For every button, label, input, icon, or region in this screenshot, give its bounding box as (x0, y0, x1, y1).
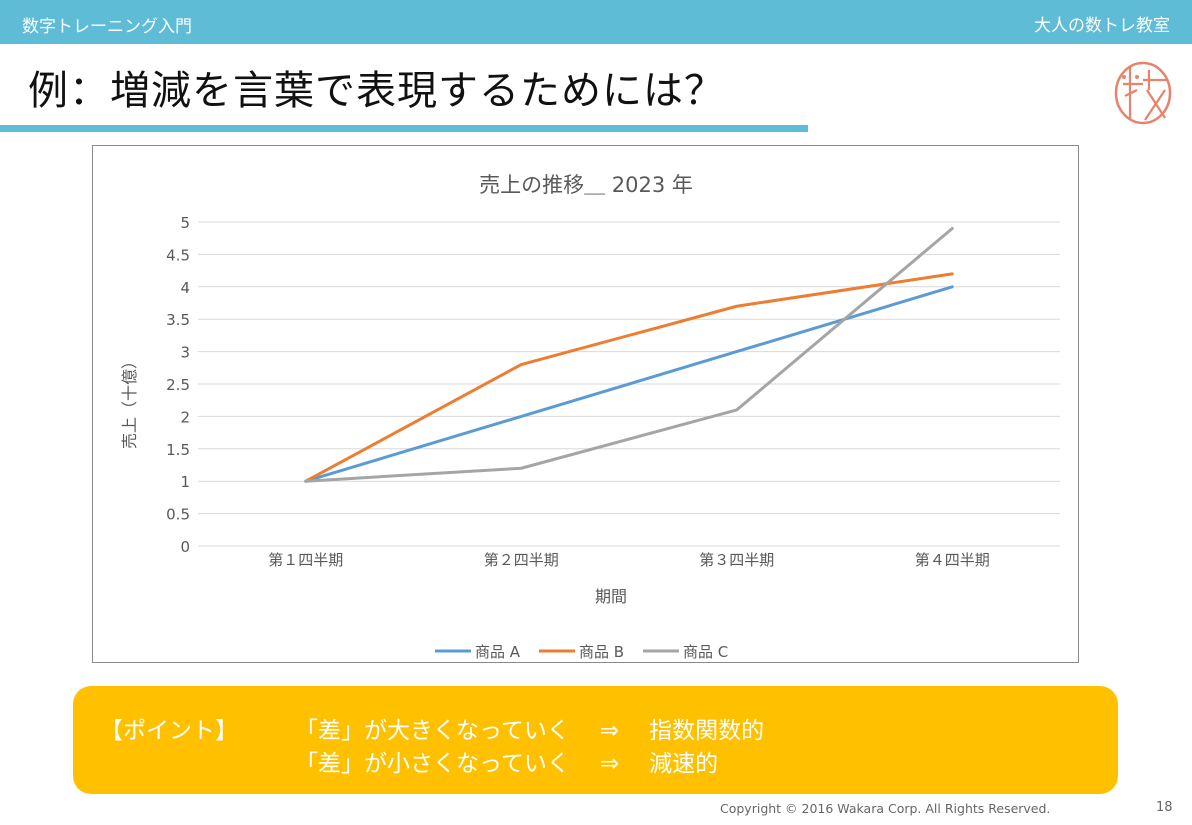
page-number: 18 (1156, 800, 1173, 815)
y-tick-label: 1 (180, 473, 190, 491)
chart-legend: 商品 A 商品 B 商品 C (435, 643, 728, 661)
school-logo-icon (1114, 61, 1172, 125)
y-tick-label: 2 (180, 408, 190, 426)
y-tick-label: 0.5 (166, 506, 190, 524)
x-axis-ticks: 第１四半期 第２四半期 第３四半期 第４四半期 (268, 551, 990, 569)
point-result-1: 指数関数的 (649, 718, 765, 744)
y-tick-label: 3.5 (166, 311, 190, 329)
x-tick-label: 第１四半期 (268, 551, 343, 569)
y-tick-label: 0 (180, 538, 190, 556)
title-underline (0, 125, 808, 132)
y-tick-label: 3 (180, 344, 190, 362)
y-tick-label: 5 (180, 214, 190, 232)
slide-title: 例：増減を言葉で表現するためには？ (28, 68, 725, 114)
legend-item: 商品 C (683, 643, 728, 661)
y-tick-label: 2.5 (166, 376, 190, 394)
sales-chart: 売上の推移＿ 2023 年 0 0.5 1 1.5 2 2.5 3 3.5 4 4.5 5 第１四半… (92, 145, 1079, 663)
series-line-2 (304, 272, 954, 483)
x-tick-label: 第３四半期 (699, 551, 774, 569)
point-result-2: 減速的 (649, 751, 719, 777)
point-label: 【ポイント】 (100, 718, 238, 744)
arrow-icon: ⇒ (599, 751, 620, 777)
y-axis-label: 売上（十億） (120, 353, 139, 449)
point-line-1: 「差」が大きくなっていく ⇒ 指数関数的 (295, 711, 764, 745)
arrow-icon: ⇒ (599, 718, 620, 744)
y-axis-ticks: 0 0.5 1 1.5 2 2.5 3 3.5 4 4.5 5 (166, 214, 190, 556)
header-bar: 数字トレーニング入門 大人の数トレ教室 (0, 0, 1192, 44)
x-axis-label: 期間 (595, 587, 627, 606)
y-tick-label: 4 (180, 279, 190, 297)
point-line-2: 「差」が小さくなっていく ⇒ 減速的 (295, 744, 718, 778)
point-cause-1: 「差」が大きくなっていく (295, 718, 570, 744)
course-title: 数字トレーニング入門 (22, 17, 192, 37)
school-name: 大人の数トレ教室 (1034, 16, 1170, 36)
point-box: 【ポイント】 「差」が大きくなっていく ⇒ 指数関数的 「差」が小さくなっていく ⇒ 減… (73, 686, 1118, 794)
y-tick-label: 1.5 (166, 441, 190, 459)
legend-item: 商品 A (475, 643, 521, 661)
copyright: Copyright © 2016 Wakara Corp. All Rights… (720, 801, 1051, 816)
point-cause-2: 「差」が小さくなっていく (295, 751, 570, 777)
x-tick-label: 第２四半期 (484, 551, 559, 569)
x-tick-label: 第４四半期 (915, 551, 990, 569)
chart-title: 売上の推移＿ 2023 年 (479, 173, 693, 197)
chart-series (304, 226, 954, 483)
chart-canvas: 売上の推移＿ 2023 年 0 0.5 1 1.5 2 2.5 3 3.5 4 4.5 5 第１四半… (120, 173, 1060, 661)
legend-item: 商品 B (579, 643, 624, 661)
series-line-3 (304, 226, 954, 483)
y-tick-label: 4.5 (166, 246, 190, 264)
